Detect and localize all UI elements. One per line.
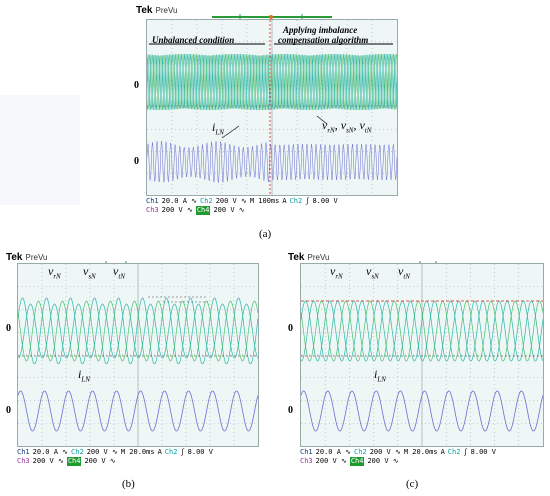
scope-b-zero-upper: 0 bbox=[6, 323, 11, 334]
current-wave bbox=[301, 390, 543, 432]
scope-c-zero-upper: 0 bbox=[288, 323, 293, 334]
caption-a: (a) bbox=[259, 228, 272, 240]
voltage-wave bbox=[301, 300, 543, 362]
scope-a-status: Ch1 20.0 A ∿ Ch2 200 V ∿ M 100ms A Ch2 ʃ 8.00 V … bbox=[146, 197, 338, 215]
pointer-line bbox=[221, 125, 240, 139]
voltage-wave bbox=[147, 53, 397, 111]
scope-b-zero-lower: 0 bbox=[6, 405, 11, 416]
scope-a-record-bar bbox=[212, 7, 332, 20]
caption-c: (c) bbox=[406, 478, 419, 490]
voltage-wave bbox=[18, 303, 258, 359]
scope-c-screen bbox=[300, 263, 544, 447]
voltage-wave bbox=[18, 300, 258, 362]
ghost-background-text bbox=[0, 95, 80, 205]
applying-label-line2: compensation algorithm bbox=[278, 35, 369, 45]
scope-c-header: Tek PreVu bbox=[288, 252, 330, 263]
scope-a-screen bbox=[146, 19, 398, 196]
current-wave bbox=[147, 141, 397, 183]
scope-b-vtn-label: vtN bbox=[113, 264, 125, 281]
scope-a-voltage-label: vrN, vsN, vtN bbox=[322, 118, 372, 135]
scope-c-record-bar bbox=[360, 254, 480, 267]
scope-c-vrn-label: vrN bbox=[330, 264, 343, 281]
scope-a-current-label: iLN bbox=[212, 120, 224, 137]
scope-b-vsn-label: vsN bbox=[83, 264, 96, 281]
pointer-line bbox=[316, 115, 328, 125]
scope-c-current-label: iLN bbox=[374, 367, 386, 384]
scope-b-header: Tek PreVu bbox=[6, 252, 48, 263]
scope-a-zero-lower: 0 bbox=[134, 156, 139, 167]
scope-c-status: Ch1 20.0 A ∿ Ch2 200 V ∿ M 20.0ms A Ch2 ʃ 8.00 V… bbox=[300, 448, 496, 466]
voltage-wave bbox=[147, 53, 397, 111]
voltage-wave bbox=[301, 300, 543, 362]
scope-b-screen bbox=[17, 263, 259, 447]
unbalanced-condition-label: Unbalanced condition bbox=[152, 35, 235, 45]
scope-b-record-bar bbox=[80, 254, 200, 267]
scope-b-vrn-label: vrN bbox=[48, 264, 61, 281]
scope-a-waveforms bbox=[147, 20, 397, 195]
caption-b: (b) bbox=[122, 478, 135, 490]
applying-label-line1: Applying imbalance bbox=[283, 25, 358, 35]
scope-c-vtn-label: vtN bbox=[398, 264, 410, 281]
scope-c-vsn-label: vsN bbox=[366, 264, 379, 281]
current-wave bbox=[18, 390, 258, 432]
voltage-wave bbox=[301, 300, 543, 362]
prevu-mode: PreVu bbox=[155, 6, 178, 15]
scope-b-waveforms bbox=[18, 264, 258, 446]
scope-a-header: Tek PreVu bbox=[136, 5, 177, 18]
voltage-wave bbox=[18, 297, 258, 365]
scope-b-status: Ch1 20.0 A ∿ Ch2 200 V ∿ M 20.0ms A Ch2 ʃ 8.00 V… bbox=[17, 448, 213, 466]
tek-brand: Tek bbox=[136, 5, 153, 16]
scope-b-current-label: iLN bbox=[78, 367, 90, 384]
scope-c-zero-lower: 0 bbox=[288, 405, 293, 416]
scope-c-waveforms bbox=[301, 264, 543, 446]
scope-a-zero-upper: 0 bbox=[134, 80, 139, 91]
